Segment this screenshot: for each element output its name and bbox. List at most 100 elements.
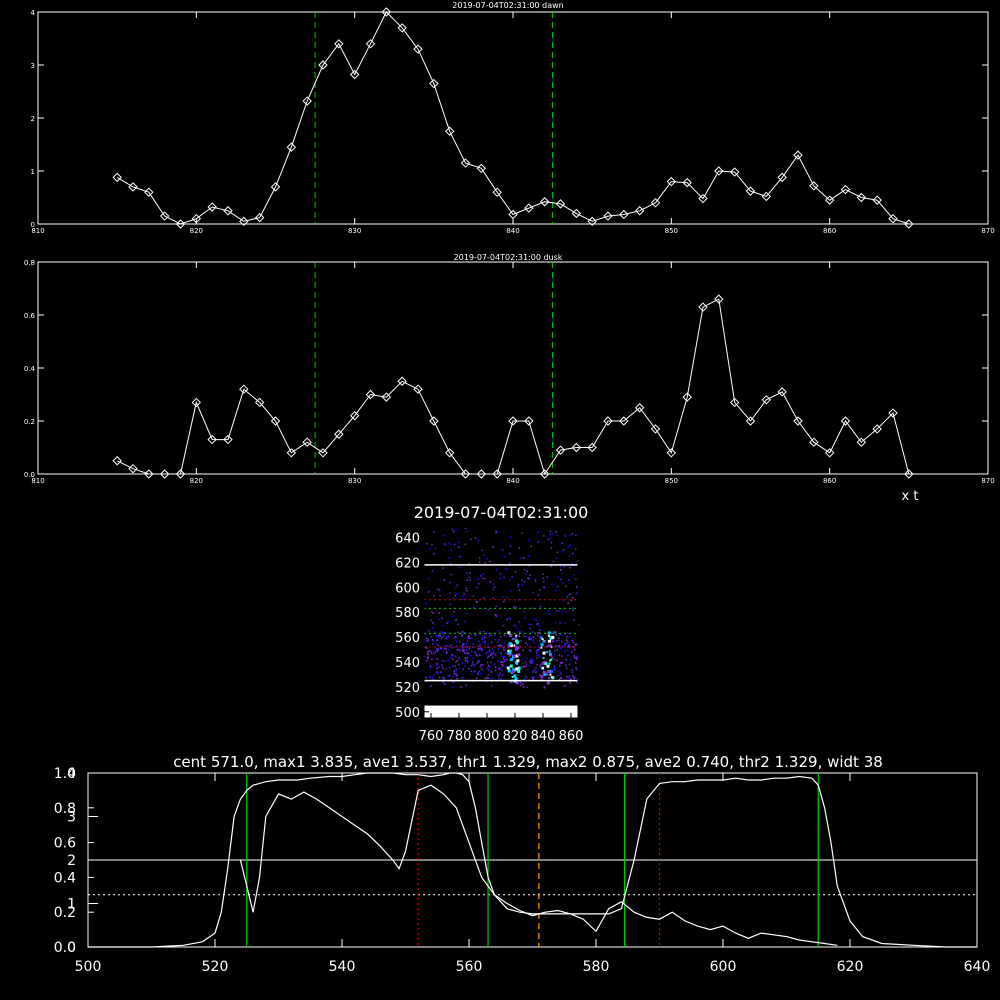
heatmap-pixel [426,639,428,642]
heatmap-pixel [556,674,559,677]
heatmap-pixel [492,597,494,599]
heatmap-pixel [559,639,561,642]
heatmap-pixel [508,642,512,646]
y-tick-label: 2 [67,853,76,869]
heatmap-pixel [560,676,562,679]
heatmap-pixel [431,643,434,645]
data-point-marker [840,416,851,426]
data-point-marker [254,212,265,223]
heatmap-pixel [487,674,490,676]
heatmap-pixel [539,589,541,591]
data-point-marker [619,416,629,426]
heatmap-pixel [560,672,562,675]
heatmap-pixel [484,578,486,580]
heatmap-pixel [553,632,555,634]
heatmap-pixel [493,663,496,665]
heatmap-pixel [510,644,513,648]
heatmap-pixel [575,548,577,550]
heatmap-pixel [517,653,521,657]
heatmap-pixel [501,549,504,551]
heatmap-pixel [497,648,500,650]
x-tick-label: 820 [190,227,203,235]
heatmap-pixel [483,554,485,556]
heatmap-pixel [448,674,451,677]
heatmap-pixel [464,652,466,654]
heatmap-pixel [426,542,428,545]
heatmap-pixel [455,669,457,672]
heatmap-pixel [487,664,490,667]
heatmap-pixel [456,674,459,676]
heatmap-pixel [506,658,508,661]
data-point-marker [634,206,645,216]
y-tick-label: 580 [395,606,420,621]
heatmap-pixel [488,669,490,671]
heatmap-pixel [505,567,507,570]
heatmap-pixel [463,643,465,645]
heatmap-pixel [481,549,484,552]
heatmap-pixel [455,673,457,675]
y-tick-label: 1.0 [54,766,76,782]
heatmap-pixel [508,617,510,619]
heatmap-pixel [437,650,439,652]
heatmap-pixel [531,659,533,662]
data-point-marker [904,219,914,229]
heatmap-pixel [549,530,552,533]
data-point-marker [144,187,154,197]
heatmap-pixel [499,672,501,675]
heatmap-pixel [447,675,449,677]
heatmap-pixel [557,646,560,648]
heatmap-pixel [484,636,486,639]
data-point-marker [761,395,772,405]
y-tick-label: 1 [31,168,35,176]
heatmap-pixel [443,534,445,537]
heatmap-pixel [428,629,430,632]
heatmap-pixel [530,638,533,640]
heatmap-pixel [477,660,479,662]
data-point-marker [381,392,392,402]
y-tick-label: 1 [67,897,76,913]
heatmap-pixel [479,644,481,646]
heatmap-pixel [487,609,490,611]
heatmap-pixel [486,676,489,679]
heatmap-pixel [569,682,571,684]
heatmap-pixel [437,648,439,651]
heatmap-pixel [529,660,531,662]
heatmap-pixel [461,635,463,637]
heatmap-pixel [549,673,552,676]
heatmap-pixel [561,661,564,664]
heatmap-pixel [493,586,496,588]
heatmap-pixel [441,617,443,619]
series-line [88,772,977,948]
y-tick-label: 0.0 [24,471,35,479]
heatmap-pixel [436,639,439,641]
heatmap-pixel [541,667,544,670]
heatmap-pixel [509,545,512,547]
heatmap-pixel [532,671,534,673]
heatmap-pixel [443,543,446,545]
heatmap-pixel [478,561,481,563]
x-tick-label: 850 [665,227,678,235]
heatmap-pixel [463,593,465,595]
heatmap-pixel [507,650,510,653]
heatmap-pixel [550,541,553,544]
heatmap-pixel [450,656,452,659]
heatmap-pixel [458,657,460,659]
heatmap-pixel [478,647,480,650]
heatmap-pixel [554,658,556,661]
heatmap-pixel [466,589,468,592]
heatmap-pixel [525,635,527,638]
heatmap-pixel [495,531,497,534]
heatmap-pixel [531,676,533,679]
heatmap-pixel [497,660,499,662]
heatmap-pixel [470,538,472,541]
heatmap-pixel [445,668,447,670]
heatmap-pixel [548,644,552,648]
heatmap-pixel [567,602,569,604]
heatmap-pixel [466,657,469,659]
heatmap-pixel [499,573,502,575]
heatmap-pixel [540,646,543,649]
heatmap-pixel [535,671,537,674]
y-tick-label: 4 [67,766,76,782]
heatmap-pixel [561,551,564,553]
heatmap-pixel [566,636,568,638]
